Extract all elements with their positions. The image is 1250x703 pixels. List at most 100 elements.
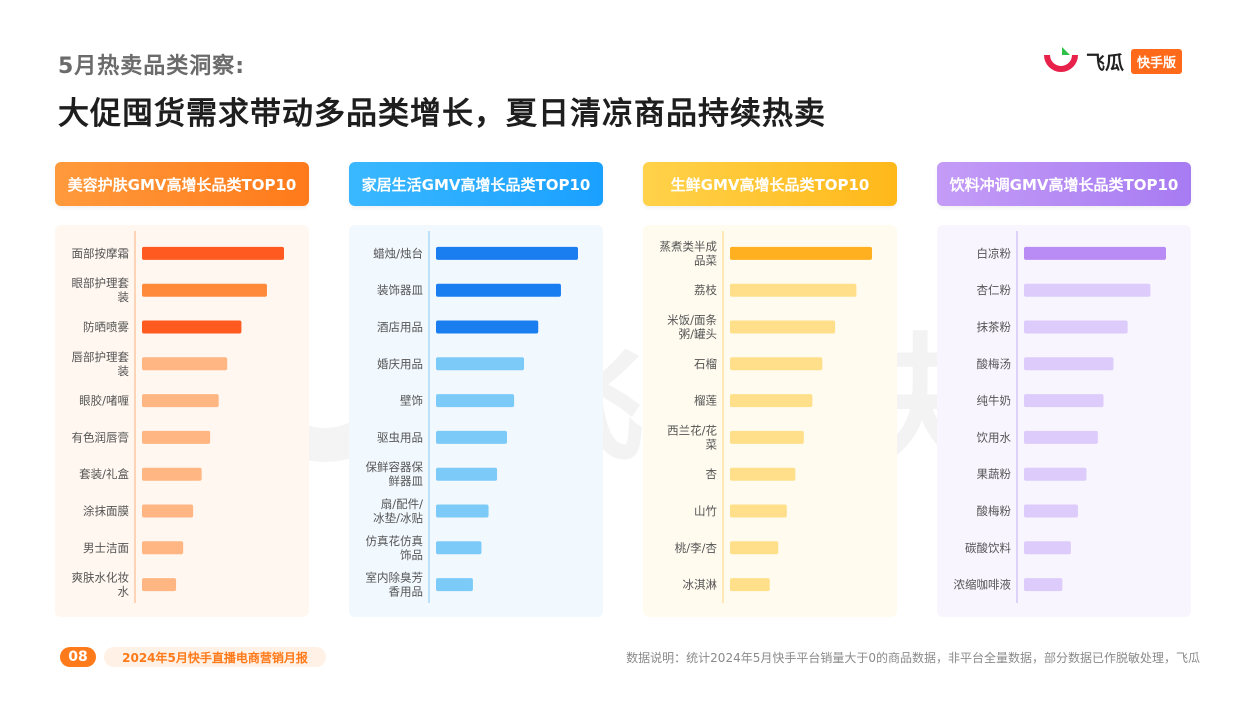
panel-header-drinks: 饮料冲调GMV高增长品类TOP10 [937,162,1191,206]
category-label: 抹茶粉 [977,320,1012,334]
bar-6 [142,467,202,481]
watermelon-icon [1044,47,1078,72]
category-label: 面部按摩霜 [72,246,130,260]
bar-3 [142,357,228,371]
bar-1 [142,283,267,297]
category-label: 饮用水 [977,430,1012,444]
bar-5 [730,430,804,444]
category-label: 桃/李/杏 [675,541,718,555]
bar-2 [142,320,242,334]
bar-6 [730,467,796,481]
brand-name: 飞瓜 [1086,51,1125,74]
category-label: 有色润唇膏 [72,430,130,444]
page-subtitle: 5月热卖品类洞察: [58,54,246,79]
panel-header-beauty: 美容护肤GMV高增长品类TOP10 [55,162,309,206]
category-label: 果蔬粉 [977,467,1012,481]
chart-panel-home: 蜡烛/烛台装饰器皿酒店用品婚庆用品壁饰驱虫用品保鲜容器保鲜器皿 扇/配件/冰垫/冰… [349,225,603,617]
category-label: 酒店用品 [377,320,423,334]
category-label: 碳酸饮料 [965,541,1011,555]
bar-4 [1024,394,1104,408]
bar-chart-home: 蜡烛/烛台装饰器皿酒店用品婚庆用品壁饰驱虫用品保鲜容器保鲜器皿扇/配件/冰垫/冰… [366,231,578,603]
chart-panel-drinks: 白凉粉杏仁粉抹茶粉酸梅汤纯牛奶饮用水果蔬粉酸梅粉碳酸饮料浓缩咖啡液 [937,225,1191,617]
bar-3 [436,357,525,371]
category-label: 室内除臭芳香用品 [366,571,424,599]
category-label: 防晒喷雾 [83,320,129,334]
bar-4 [436,394,515,408]
bar-6 [1024,467,1087,481]
bar-9 [142,578,177,592]
bar-0 [436,246,578,260]
category-label: 眼部护理套装 [72,276,130,304]
data-note: 数据说明：统计2024年5月快手平台销量大于0的商品数据，非平台全量数据，部分数… [626,651,1200,665]
category-label: 仿真花仿真饰品 [366,534,424,562]
panel-header-home: 家居生活GMV高增长品类TOP10 [349,162,603,206]
bar-1 [730,283,857,297]
bar-2 [436,320,539,334]
chart-panel-fresh: 蒸煮类半成品菜荔枝米饭/面条粥/罐头石榴榴莲西兰花/花菜杏山竹桃/李/杏冰淇淋 [643,225,897,617]
bar-8 [730,541,779,555]
category-label: 唇部护理套装 [72,350,130,378]
category-label: 蜡烛/烛台 [373,246,423,260]
bar-8 [142,541,184,555]
category-label: 浓缩咖啡液 [954,578,1012,592]
bar-7 [142,504,194,518]
bar-5 [142,430,211,444]
category-label: 扇/配件/冰垫/冰贴 [373,497,423,525]
bar-5 [436,430,507,444]
category-label: 爽肤水化妆水 [72,571,130,599]
bar-5 [1024,430,1098,444]
brand-logo: 飞瓜 快手版 [1040,45,1183,77]
category-label: 酸梅粉 [977,504,1012,518]
bar-6 [436,467,498,481]
category-label: 保鲜容器保鲜器皿 [366,460,424,488]
bar-0 [1024,246,1166,260]
bar-8 [1024,541,1071,555]
bar-7 [730,504,787,518]
category-label: 白凉粉 [977,246,1012,260]
category-label: 套装/礼盒 [79,467,129,481]
bar-3 [730,357,823,371]
bar-7 [1024,504,1078,518]
panel-header-fresh: 生鲜GMV高增长品类TOP10 [643,162,897,206]
bar-0 [142,246,284,260]
category-label: 西兰花/花菜 [667,423,717,451]
bar-1 [436,283,561,297]
report-title: 2024年5月快手直播电商营销月报 [104,647,326,667]
category-label: 酸梅汤 [977,357,1012,371]
category-label: 涂抹面膜 [83,504,129,518]
category-label: 眼胶/啫喱 [79,394,129,408]
bar-3 [1024,357,1114,371]
category-label: 装饰器皿 [377,283,423,297]
category-label: 杏 [706,467,718,481]
page-number: 08 [60,647,96,667]
bar-9 [1024,578,1063,592]
bar-8 [436,541,482,555]
category-label: 榴莲 [694,394,717,408]
category-label: 米饭/面条粥/罐头 [667,313,717,341]
bar-9 [730,578,770,592]
bar-0 [730,246,872,260]
category-label: 石榴 [694,357,717,371]
bar-1 [1024,283,1151,297]
category-label: 驱虫用品 [377,430,423,444]
bar-9 [436,578,473,592]
category-label: 杏仁粉 [977,283,1012,297]
category-label: 婚庆用品 [377,357,423,371]
page-title: 大促囤货需求带动多品类增长，夏日清凉商品持续热卖 [58,96,826,132]
category-label: 蒸煮类半成品菜 [660,239,718,267]
bar-chart-beauty: 面部按摩霜眼部护理套装防晒喷雾唇部护理套装眼胶/啫喱有色润唇膏套装/礼盒涂抹面膜… [72,231,284,603]
bar-2 [730,320,836,334]
bar-4 [142,394,219,408]
bar-2 [1024,320,1128,334]
category-label: 山竹 [694,504,717,518]
category-label: 男士洁面 [83,541,129,555]
category-label: 冰淇淋 [683,578,718,592]
bar-7 [436,504,489,518]
chart-panel-beauty: 面部按摩霜眼部护理套装防晒喷雾唇部护理套装眼胶/啫喱有色润唇膏套装/礼盒涂抹面膜… [55,225,309,617]
category-label: 壁饰 [400,394,423,408]
category-label: 纯牛奶 [977,394,1012,408]
bar-4 [730,394,813,408]
category-label: 荔枝 [694,283,717,297]
